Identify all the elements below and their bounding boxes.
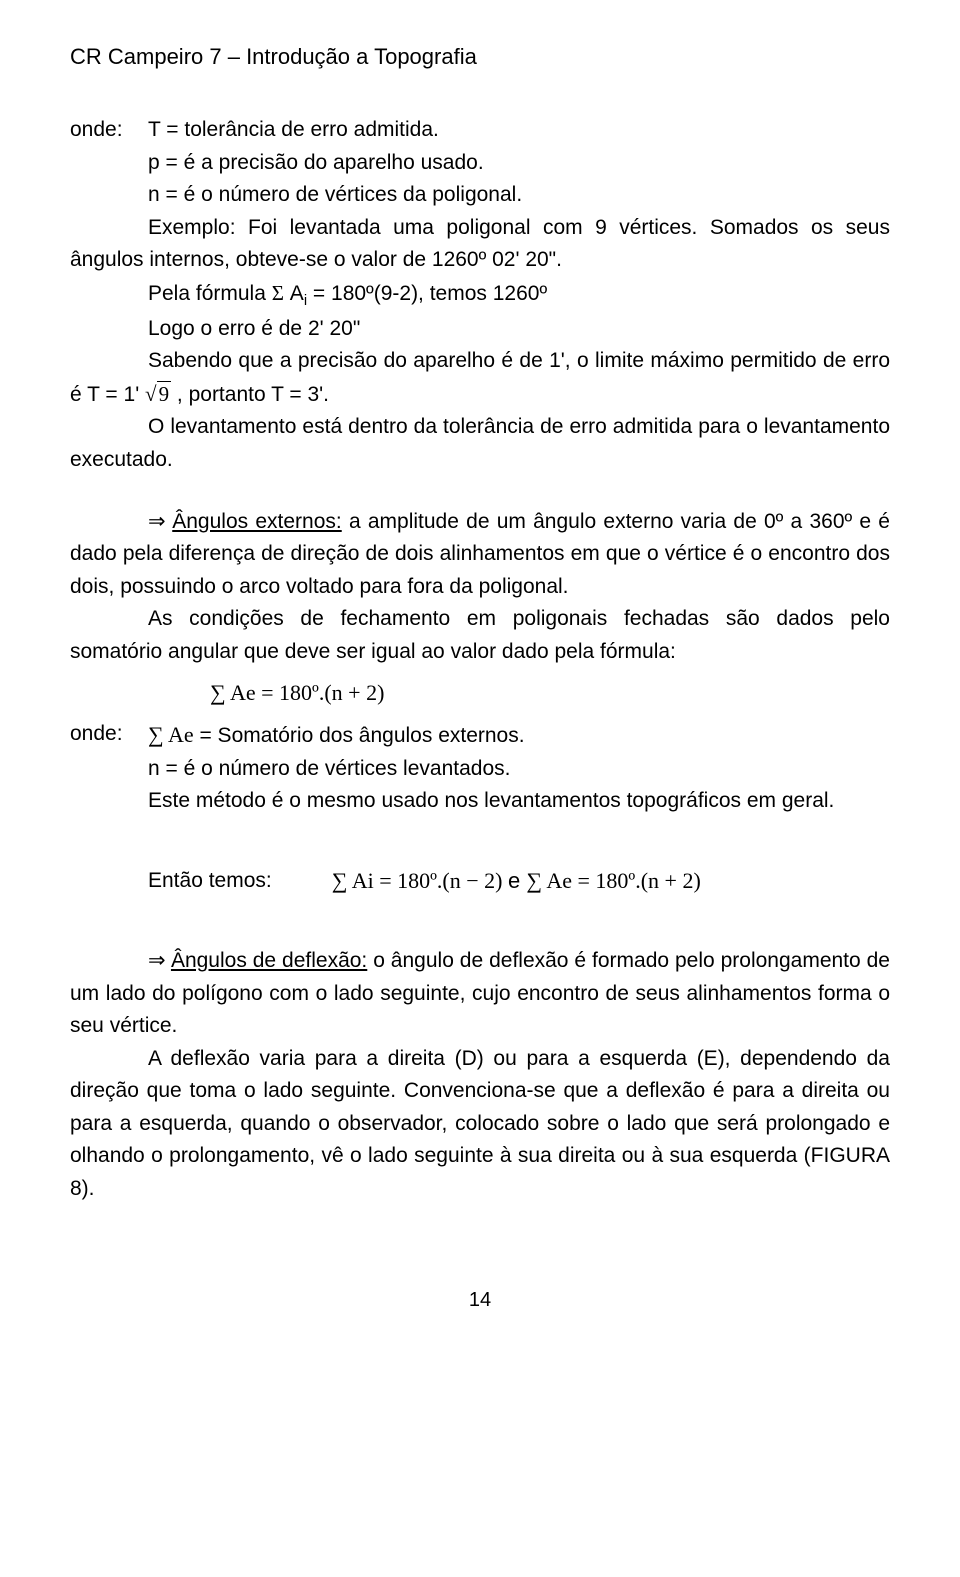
page-number: 14 bbox=[70, 1285, 890, 1316]
p2-text-c: = 180º(9-2), temos 1260º bbox=[307, 282, 547, 305]
document-page: CR Campeiro 7 – Introdução a Topografia … bbox=[0, 0, 960, 1356]
paragraph-example: Exemplo: Foi levantada uma poligonal com… bbox=[70, 212, 890, 277]
formula-ae2: ∑ Ae = 180º.(n + 2) bbox=[526, 868, 700, 893]
paragraph-deflection-angles: ⇒ Ângulos de deflexão: o ângulo de defle… bbox=[70, 944, 890, 1043]
def-t: T = tolerância de erro admitida. bbox=[148, 114, 439, 147]
paragraph-precision: Sabendo que a precisão do aparelho é de … bbox=[70, 345, 890, 411]
paragraph-method: Este método é o mesmo usado nos levantam… bbox=[70, 785, 890, 818]
onde2-text: ∑ Ae = Somatório dos ângulos externos. bbox=[148, 718, 525, 753]
onde2-desc: = Somatório dos ângulos externos. bbox=[194, 724, 525, 747]
p2-text-a: Pela fórmula bbox=[148, 282, 272, 305]
sqrt-value: 9 bbox=[157, 381, 172, 406]
formula-ai: ∑ Ai = 180º.(n − 2) bbox=[332, 868, 503, 893]
paragraph-tolerance: O levantamento está dentro da tolerância… bbox=[70, 411, 890, 476]
paragraph-deflection-desc: A deflexão varia para a direita (D) ou p… bbox=[70, 1043, 890, 1206]
p2-text-b: A bbox=[284, 282, 304, 305]
onde-label: onde: bbox=[70, 114, 148, 147]
sigma-symbol: Σ bbox=[272, 281, 284, 305]
entao-e-conj: e bbox=[508, 868, 526, 893]
onde2-label: onde: bbox=[70, 718, 148, 753]
formula-sum-ae: ∑ Ae = 180º.(n + 2) bbox=[210, 676, 890, 710]
paragraph-error: Logo o erro é de 2' 20" bbox=[148, 313, 890, 346]
page-header: CR Campeiro 7 – Introdução a Topografia bbox=[70, 40, 890, 74]
spacer bbox=[70, 477, 890, 505]
definition-row-t: onde: T = tolerância de erro admitida. bbox=[70, 114, 890, 147]
entao-formulas: ∑ Ai = 180º.(n − 2) e ∑ Ae = 180º.(n + 2… bbox=[332, 864, 701, 898]
def-n2: n = é o número de vértices levantados. bbox=[148, 753, 890, 786]
entao-row: Então temos: ∑ Ai = 180º.(n − 2) e ∑ Ae … bbox=[70, 864, 890, 898]
sqrt-icon: √ bbox=[145, 382, 157, 406]
def-p: p = é a precisão do aparelho usado. bbox=[148, 147, 890, 180]
section-title-external: Ângulos externos: bbox=[172, 510, 342, 533]
spacer bbox=[70, 916, 890, 944]
p4-text-b: , portanto T = 3'. bbox=[171, 383, 329, 406]
paragraph-external-angles: ⇒ Ângulos externos: a amplitude de um ân… bbox=[70, 505, 890, 604]
paragraph-closure-conditions: As condições de fechamento em poligonais… bbox=[70, 603, 890, 668]
def-n: n = é o número de vértices da poligonal. bbox=[148, 179, 890, 212]
arrow-icon: ⇒ bbox=[148, 509, 172, 533]
paragraph-formula: Pela fórmula Σ Ai = 180º(9-2), temos 126… bbox=[148, 277, 890, 313]
spacer bbox=[70, 818, 890, 846]
onde2-row: onde: ∑ Ae = Somatório dos ângulos exter… bbox=[70, 718, 890, 753]
sum-ae-symbol: ∑ Ae bbox=[148, 722, 194, 747]
entao-label: Então temos: bbox=[148, 865, 272, 898]
arrow-icon: ⇒ bbox=[148, 948, 171, 972]
section-title-deflection: Ângulos de deflexão: bbox=[171, 949, 367, 972]
